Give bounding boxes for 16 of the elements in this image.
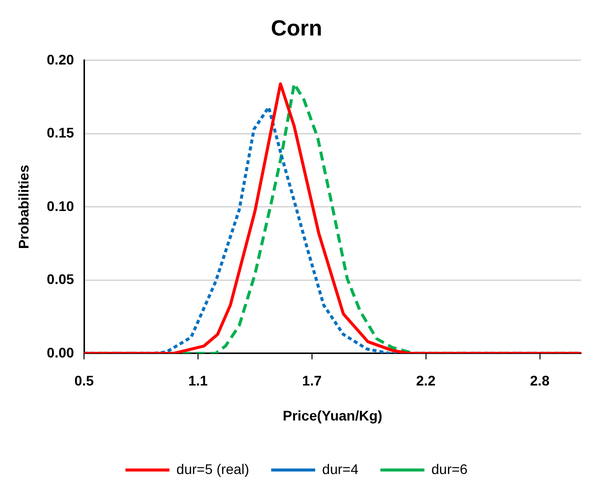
x-tick-label: 2.8 xyxy=(530,372,550,389)
y-tick-label: 0.05 xyxy=(46,271,74,288)
y-tick-label: 0.20 xyxy=(46,51,74,68)
y-tick-label: 0.10 xyxy=(46,198,74,214)
legend-label: dur=6 xyxy=(431,460,468,477)
x-tick-label: 2.2 xyxy=(416,372,436,389)
y-tick-label: 0.00 xyxy=(46,344,74,360)
chart-title: Corn xyxy=(270,15,322,40)
x-tick-label: 1.1 xyxy=(188,372,208,389)
legend-label: dur=5 (real) xyxy=(176,460,250,477)
x-tick-label: 0.5 xyxy=(74,372,94,389)
x-axis-title: Price(Yuan/Kg) xyxy=(282,407,382,424)
y-axis-title: Probabilities xyxy=(15,164,32,249)
y-tick-label: 0.15 xyxy=(46,124,74,141)
x-tick-label: 1.7 xyxy=(302,372,322,389)
legend-label: dur=4 xyxy=(322,460,359,477)
